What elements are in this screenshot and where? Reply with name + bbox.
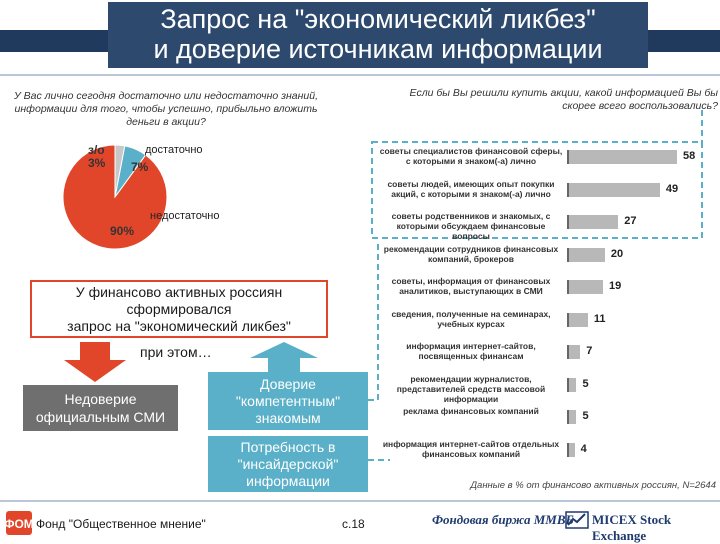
trust-line-3: знакомым [255,410,321,426]
conclusion-line-3: запрос на "экономический ликбез" [67,318,291,334]
pie-label-insufficient: недостаточно [150,210,220,222]
bar [567,410,577,424]
mmvb-logo: Фондовая биржа ММВБ [432,512,574,527]
pie-value-insufficient: 90% [110,224,135,238]
bar-value: 19 [609,280,622,292]
pie-label-sufficient: достаточно [145,144,203,156]
footer-org: Фонд "Общественное мнение" [36,517,206,531]
arrow-down-icon [64,342,126,382]
pri-etom-text: при этом… [140,344,212,360]
bar-label: рекомендации сотрудников финансовых комп… [383,243,559,264]
fom-logo-icon: ФОМ [6,511,32,535]
bar-value: 11 [593,312,606,325]
source-note: Данные в % от финансово активных россиян… [470,480,716,491]
bar-label: информация интернет-сайтов отдельных фин… [382,438,560,459]
bar-label: сведения, полученные на семинарах, учебн… [391,308,551,329]
bar-value: 7 [586,345,593,357]
conclusion-line-2: сформировался [126,301,232,317]
bar [567,150,677,164]
page-number: с.18 [342,517,365,531]
insider-box: Потребность в "инсайдерской" информации [208,436,368,492]
bar [567,215,619,229]
bar [567,442,575,457]
bar-value: 5 [582,377,589,390]
pie-value-sufficient: 7% [131,160,149,174]
bar [567,247,605,262]
bar-label: реклама финансовых компаний [403,406,539,416]
pie-slice-no-answer [114,144,126,198]
insider-line-2: "инсайдерской" [237,456,339,472]
bar-value: 4 [580,442,587,455]
title-line-1: Запрос на "экономический ликбез" [160,4,596,34]
micex-logo: MICEX Stock Exchange [592,512,672,543]
title-divider [0,74,720,76]
footer-divider [0,500,720,502]
distrust-line-1: Недоверие [64,391,137,407]
bar-label: советы, информация от финансовых аналити… [391,276,551,296]
bar-label: информация интернет-сайтов, посвященных … [406,341,536,361]
bar [567,182,660,197]
trust-line-2: "компетентным" [235,393,341,409]
bar-label: советы людей, имеющих опыт покупки акций… [387,178,555,199]
distrust-box: Недоверие официальным СМИ [23,385,178,431]
trust-line-1: Доверие [260,376,316,392]
bar-label: советы родственников и знакомых, с котор… [391,211,551,241]
bar-value: 58 [683,150,696,162]
conclusion-line-1: У финансово активных россиян [75,284,283,300]
bar-value: 49 [665,182,679,195]
bar-value: 5 [582,410,589,422]
insider-line-3: информации [246,473,330,489]
title-line-2: и доверие источникам информации [153,34,603,64]
bar [567,377,577,392]
pie-chart [62,144,168,250]
conclusion-box: У финансово активных россиян сформировал… [30,280,328,338]
trust-box: Доверие "компетентным" знакомым [208,372,368,430]
bar [567,280,604,294]
bar [567,312,588,327]
svg-text:ФОМ: ФОМ [6,517,32,531]
bar-value: 27 [624,215,637,227]
bar-label: советы специалистов финансовой сферы, с … [379,146,563,166]
insider-line-1: Потребность в [240,439,336,455]
pie-label-no-answer: з/о 3% [88,143,106,170]
micex-emblem-icon [565,511,589,529]
bar [567,345,581,359]
bar-value: 20 [610,247,624,260]
arrow-up-icon [250,342,318,372]
right-question: Если бы Вы решили купить акции, какой ин… [409,87,718,112]
page-title: Запрос на "экономический ликбез" и довер… [108,4,648,64]
left-question: У Вас лично сегодня достаточно или недос… [13,90,318,128]
distrust-line-2: официальным СМИ [35,409,166,425]
bar-label: рекомендации журналистов, представителей… [396,373,546,404]
title-box [108,2,648,68]
